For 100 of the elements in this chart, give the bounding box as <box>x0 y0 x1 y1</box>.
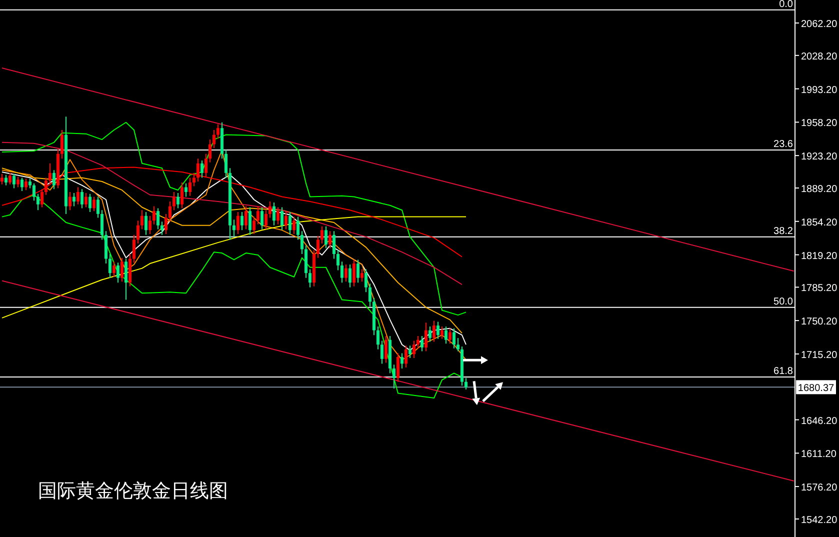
candlestick <box>292 216 296 234</box>
candlestick <box>364 268 368 293</box>
candlestick <box>52 170 56 190</box>
annotation: 61.8 <box>774 366 794 378</box>
candlestick <box>236 212 240 234</box>
candlestick <box>444 326 448 344</box>
y-tick-label: 1993.20 <box>801 84 838 96</box>
candlestick <box>100 210 104 240</box>
y-tick-label: 1854.20 <box>801 217 838 228</box>
candlestick <box>96 196 100 218</box>
candlestick <box>408 345 412 358</box>
candlestick <box>248 206 252 236</box>
candlestick <box>356 259 360 284</box>
candlestick <box>24 178 28 191</box>
candlestick <box>260 206 264 230</box>
candlestick <box>344 264 348 282</box>
candlestick <box>44 177 48 196</box>
candlestick <box>168 201 172 222</box>
candlestick <box>376 326 380 350</box>
candlestick <box>160 221 164 236</box>
candlestick <box>12 173 16 189</box>
candlestick <box>124 258 128 300</box>
candlestick <box>280 206 284 231</box>
line-series <box>2 142 462 286</box>
candlestick <box>76 186 80 205</box>
candlestick <box>212 130 216 149</box>
candlestick <box>256 206 260 225</box>
line-series <box>2 216 466 318</box>
candlestick <box>84 192 88 208</box>
candlestick <box>88 193 92 213</box>
candlestick <box>416 336 420 349</box>
candlestick <box>404 345 408 368</box>
title: 国际黄金伦敦金日线图 <box>38 481 228 502</box>
candlestick <box>352 259 356 287</box>
candlestick <box>8 172 12 185</box>
candlestick <box>268 201 272 218</box>
candlestick <box>240 212 244 231</box>
candlestick <box>316 235 320 258</box>
candlestick <box>288 212 292 236</box>
candlestick <box>272 202 276 226</box>
annotation: 50.0 <box>774 296 794 308</box>
candlestick <box>392 364 396 389</box>
line-series <box>2 122 466 316</box>
y-tick-label: 1576.20 <box>801 482 838 494</box>
y-tick-label: 1542.20 <box>801 514 838 526</box>
candlestick <box>172 192 176 211</box>
candlestick <box>448 328 452 344</box>
candlestick <box>40 188 44 208</box>
candlestick <box>80 188 84 209</box>
annotation: 0.0 <box>779 0 794 10</box>
candlestick <box>132 234 136 264</box>
candlestick <box>332 230 336 260</box>
y-tick-label: 2028.20 <box>801 51 838 62</box>
candlestick <box>428 326 432 342</box>
candlestick <box>360 268 364 282</box>
candlestick <box>72 192 76 207</box>
candlestick <box>384 336 388 364</box>
candlestick <box>60 130 64 160</box>
candlestick <box>368 283 372 307</box>
candlestick <box>184 182 188 198</box>
candlestick <box>148 215 152 234</box>
candlestick <box>420 336 424 352</box>
candlestick <box>20 177 24 192</box>
candlestick <box>68 192 72 211</box>
candlestick <box>400 352 404 369</box>
candlestick <box>112 261 116 278</box>
candlestick <box>28 178 32 189</box>
candlestick <box>104 230 108 264</box>
candlestick <box>136 220 140 244</box>
candlestick <box>120 257 124 282</box>
candlestick <box>304 244 308 278</box>
candlestick <box>0 173 4 185</box>
candlestick <box>452 328 456 349</box>
candlestick <box>224 150 228 178</box>
candlestick <box>308 268 312 288</box>
candlestick <box>432 320 436 342</box>
annotation: 23.6 <box>774 139 794 150</box>
y-tick-label: 1750.20 <box>801 316 838 328</box>
candlestick <box>328 230 332 249</box>
candlestick <box>32 182 36 202</box>
candlestick <box>16 176 20 188</box>
candlestick <box>464 378 468 390</box>
candlestick <box>276 206 280 225</box>
candlestick <box>92 196 96 212</box>
candlestick <box>436 321 440 340</box>
candlestick <box>348 264 352 288</box>
candlestick <box>320 226 324 244</box>
ref-line-label: 1680.37 <box>798 383 835 394</box>
candlestick <box>176 192 180 209</box>
y-tick-label: 1611.20 <box>801 449 837 460</box>
candlestick <box>192 172 196 187</box>
candlestick <box>180 182 184 209</box>
candlestick <box>188 177 192 196</box>
y-tick-label: 1923.20 <box>801 152 838 163</box>
candlestick <box>340 261 344 284</box>
candlestick <box>284 212 288 230</box>
candlestick <box>140 210 144 230</box>
y-tick-label: 1958.20 <box>801 118 838 130</box>
candlestick <box>144 212 148 236</box>
y-tick-label: 1646.20 <box>801 416 838 427</box>
